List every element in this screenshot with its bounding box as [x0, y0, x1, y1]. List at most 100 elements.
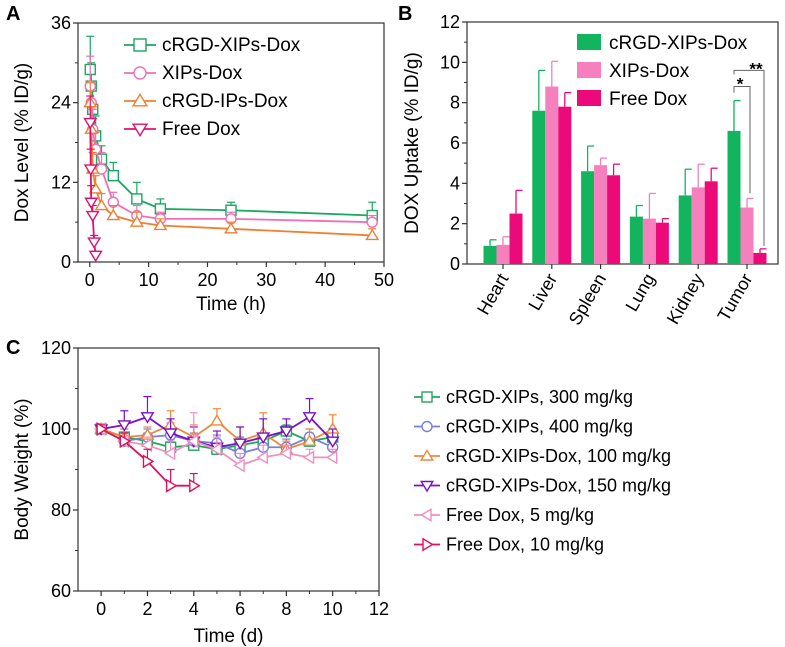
data-point — [302, 412, 317, 424]
data-point — [189, 478, 201, 493]
x-tick-label: 6 — [235, 599, 245, 619]
x-tick-label: 20 — [197, 270, 217, 290]
category-label: Liver — [524, 270, 561, 314]
data-point — [325, 450, 338, 465]
legend-label: Free Dox — [162, 119, 241, 140]
legend-marker — [131, 123, 149, 137]
y-axis-label: Body Weight (%) — [12, 398, 33, 540]
y-tick-label: 2 — [450, 214, 460, 234]
data-point — [165, 478, 178, 493]
x-tick-label: 2 — [142, 599, 152, 619]
data-point — [325, 436, 340, 449]
x-tick-label: 50 — [374, 270, 394, 290]
y-axis-label: Dox Level (% ID/g) — [12, 63, 33, 222]
data-point — [365, 228, 380, 241]
data-point — [366, 216, 378, 228]
category-label: Heart — [473, 270, 512, 318]
significance-marker: * — [737, 75, 744, 94]
x-tick-label: 30 — [256, 270, 276, 290]
x-tick-label: 0 — [96, 599, 106, 619]
series-line — [89, 86, 373, 224]
data-point — [117, 420, 132, 432]
bar — [691, 187, 705, 264]
data-point — [94, 198, 109, 211]
panel-label-a: A — [6, 3, 20, 25]
bar — [629, 216, 643, 264]
data-point — [163, 446, 176, 461]
x-axis-label: Time (d) — [193, 626, 263, 647]
data-point — [224, 221, 238, 234]
bar — [483, 245, 497, 264]
bar — [753, 252, 767, 264]
series-2 — [83, 82, 380, 241]
panel-a-chart: 0 12 24 36 0 10 20 30 40 50 Time (h) Dox Level (% I… — [12, 13, 394, 315]
y-tick-label: 12 — [51, 172, 71, 192]
x-tick-label: 10 — [323, 599, 343, 619]
data-point — [83, 117, 98, 130]
data-point — [88, 182, 103, 194]
y-tick-label: 24 — [51, 93, 71, 113]
data-point — [88, 250, 103, 263]
panel-label-c: C — [6, 337, 20, 359]
data-point — [131, 193, 143, 205]
y-tick-label: 36 — [51, 13, 71, 33]
data-point — [279, 446, 292, 461]
data-point — [140, 412, 155, 424]
bar — [704, 181, 718, 264]
bar — [678, 195, 692, 264]
bar — [532, 110, 546, 264]
legend-marker — [133, 38, 147, 52]
bar — [581, 171, 595, 264]
y-axis-label: DOX Uptake (% ID/g) — [402, 52, 423, 234]
data-point — [233, 458, 245, 473]
data-point — [107, 169, 120, 182]
bar — [655, 222, 669, 264]
x-tick-label: 4 — [189, 599, 199, 619]
bar — [558, 106, 572, 264]
significance-marker: ** — [749, 59, 763, 78]
y-tick-label: 80 — [51, 500, 71, 520]
y-tick-label: 12 — [440, 12, 460, 32]
plot-frame — [77, 347, 380, 592]
legend-label: cRGD-IPs-Dox — [162, 91, 288, 112]
data-point — [106, 208, 121, 221]
legend-marker — [421, 391, 433, 403]
y-tick-label: 4 — [450, 173, 460, 193]
legend-marker — [131, 93, 149, 107]
data-point — [140, 438, 153, 453]
data-point — [186, 434, 199, 449]
x-tick-label: 10 — [139, 270, 159, 290]
x-axis-label: Time (h) — [196, 294, 266, 315]
legend-label: Free Dox, 10 mg/kg — [446, 535, 604, 555]
legend-swatch — [577, 62, 601, 78]
data-point — [210, 442, 222, 457]
y-tick-label: 10 — [440, 52, 460, 72]
significance-bracket — [733, 69, 765, 246]
data-point — [119, 434, 132, 449]
bar — [594, 165, 608, 264]
x-tick-label: 0 — [85, 270, 95, 290]
panel-c-chart: 60 80 100 120 0 2 4 6 8 10 12 Time (d) Body Weight (… — [12, 338, 671, 647]
legend-swatch — [577, 34, 601, 50]
legend-label: cRGD-XIPs, 400 mg/kg — [446, 417, 633, 437]
series-3 — [83, 95, 103, 263]
data-point — [87, 237, 102, 249]
data-point — [302, 450, 315, 465]
panel-b-chart: 0 2 4 6 8 10 12 DOX Uptake (% ID/g) Heart Liver Sp… — [402, 12, 779, 329]
data-point — [256, 432, 271, 444]
legend-swatch — [577, 90, 601, 106]
panel-label-b: B — [398, 3, 412, 25]
legend-label: cRGD-XIPs, 300 mg/kg — [446, 387, 633, 407]
data-point — [142, 454, 155, 469]
bar — [496, 244, 510, 264]
data-point — [302, 434, 317, 446]
y-tick-label: 0 — [450, 254, 460, 274]
legend-label: cRGD-XIPs-Dox, 100 mg/kg — [446, 446, 671, 466]
legend-label: cRGD-XIPs-Dox — [162, 35, 301, 56]
y-tick-label: 0 — [61, 252, 71, 272]
x-tick-label: 40 — [315, 270, 335, 290]
legend-label: cRGD-XIPs-Dox — [609, 33, 748, 54]
category-label: Kidney — [663, 270, 708, 328]
data-point — [85, 210, 100, 223]
